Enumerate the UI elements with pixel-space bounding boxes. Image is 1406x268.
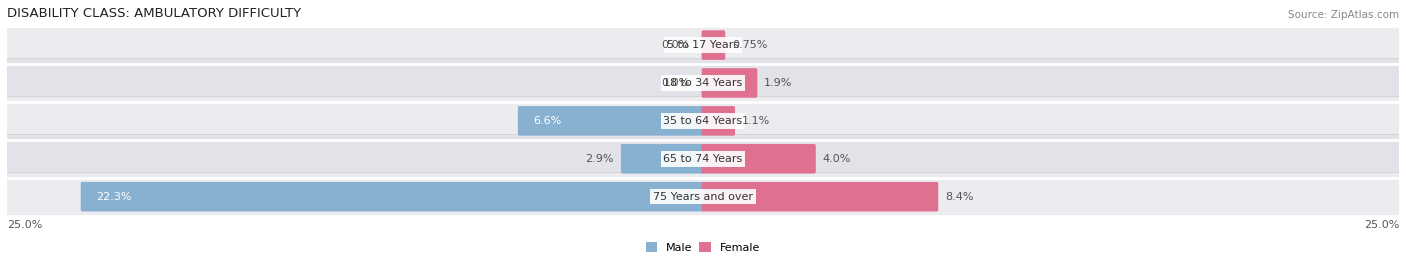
FancyBboxPatch shape (702, 182, 938, 211)
FancyBboxPatch shape (3, 97, 1403, 145)
Text: 18 to 34 Years: 18 to 34 Years (664, 78, 742, 88)
Text: Source: ZipAtlas.com: Source: ZipAtlas.com (1288, 10, 1399, 20)
Text: 75 Years and over: 75 Years and over (652, 192, 754, 202)
Text: 1.1%: 1.1% (742, 116, 770, 126)
Text: 0.75%: 0.75% (733, 40, 768, 50)
Text: 25.0%: 25.0% (1364, 220, 1399, 230)
Text: DISABILITY CLASS: AMBULATORY DIFFICULTY: DISABILITY CLASS: AMBULATORY DIFFICULTY (7, 8, 301, 20)
FancyBboxPatch shape (621, 144, 704, 174)
FancyBboxPatch shape (702, 144, 815, 174)
Legend: Male, Female: Male, Female (641, 238, 765, 257)
Text: 65 to 74 Years: 65 to 74 Years (664, 154, 742, 164)
FancyBboxPatch shape (80, 182, 704, 211)
FancyBboxPatch shape (3, 59, 1403, 107)
Text: 8.4%: 8.4% (945, 192, 974, 202)
FancyBboxPatch shape (702, 68, 758, 98)
Text: 1.9%: 1.9% (765, 78, 793, 88)
FancyBboxPatch shape (3, 135, 1403, 183)
FancyBboxPatch shape (3, 21, 1403, 69)
Text: 0.0%: 0.0% (661, 40, 689, 50)
Text: 4.0%: 4.0% (823, 154, 851, 164)
Text: 0.0%: 0.0% (661, 78, 689, 88)
Text: 22.3%: 22.3% (96, 192, 132, 202)
FancyBboxPatch shape (702, 106, 735, 136)
Text: 25.0%: 25.0% (7, 220, 42, 230)
FancyBboxPatch shape (702, 30, 725, 60)
FancyBboxPatch shape (517, 106, 704, 136)
Text: 6.6%: 6.6% (533, 116, 561, 126)
Text: 35 to 64 Years: 35 to 64 Years (664, 116, 742, 126)
Text: 2.9%: 2.9% (585, 154, 614, 164)
Text: 5 to 17 Years: 5 to 17 Years (666, 40, 740, 50)
FancyBboxPatch shape (3, 172, 1403, 221)
